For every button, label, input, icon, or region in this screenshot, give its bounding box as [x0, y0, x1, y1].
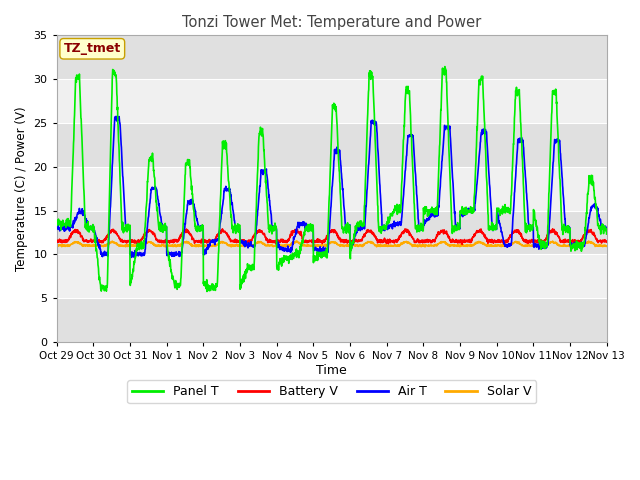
Battery V — [603, 239, 611, 244]
Air T — [555, 137, 563, 143]
Panel T — [207, 284, 214, 290]
Battery V — [458, 241, 466, 247]
Battery V — [548, 226, 556, 232]
Battery V — [555, 234, 563, 240]
Title: Tonzi Tower Met: Temperature and Power: Tonzi Tower Met: Temperature and Power — [182, 15, 481, 30]
Panel T — [203, 288, 211, 294]
Bar — [57, 254, 607, 298]
Battery V — [570, 239, 578, 245]
Battery V — [348, 240, 355, 246]
Bar — [57, 79, 607, 123]
Panel T — [603, 231, 611, 237]
Line: Panel T: Panel T — [57, 67, 607, 291]
Bar — [57, 167, 607, 211]
Solar V — [603, 243, 611, 249]
Panel T — [570, 245, 578, 251]
Line: Air T: Air T — [57, 116, 607, 257]
Air T — [360, 224, 368, 229]
Bar — [57, 36, 607, 79]
Solar V — [492, 243, 499, 249]
Air T — [570, 243, 578, 249]
Text: TZ_tmet: TZ_tmet — [63, 42, 121, 55]
Line: Battery V: Battery V — [57, 229, 607, 244]
Panel T — [441, 64, 449, 70]
Air T — [128, 254, 136, 260]
Panel T — [555, 142, 563, 147]
Solar V — [554, 242, 562, 248]
Y-axis label: Temperature (C) / Power (V): Temperature (C) / Power (V) — [15, 107, 28, 271]
Air T — [207, 240, 214, 245]
Battery V — [360, 234, 367, 240]
Panel T — [492, 222, 500, 228]
Battery V — [53, 239, 61, 245]
Legend: Panel T, Battery V, Air T, Solar V: Panel T, Battery V, Air T, Solar V — [127, 380, 536, 403]
Bar — [57, 123, 607, 167]
Panel T — [348, 245, 355, 251]
Panel T — [53, 219, 61, 225]
Solar V — [293, 238, 301, 244]
Bar — [57, 211, 607, 254]
Air T — [492, 226, 500, 231]
Air T — [112, 113, 120, 119]
Solar V — [567, 244, 575, 250]
Battery V — [492, 239, 499, 244]
Solar V — [570, 242, 578, 248]
Bar — [57, 298, 607, 342]
Solar V — [360, 242, 367, 248]
Air T — [348, 242, 356, 248]
Air T — [53, 226, 61, 231]
X-axis label: Time: Time — [316, 364, 347, 377]
Solar V — [206, 243, 214, 249]
Solar V — [348, 242, 355, 248]
Line: Solar V: Solar V — [57, 241, 607, 247]
Solar V — [53, 242, 61, 248]
Battery V — [206, 239, 214, 244]
Panel T — [360, 223, 367, 229]
Air T — [603, 225, 611, 230]
